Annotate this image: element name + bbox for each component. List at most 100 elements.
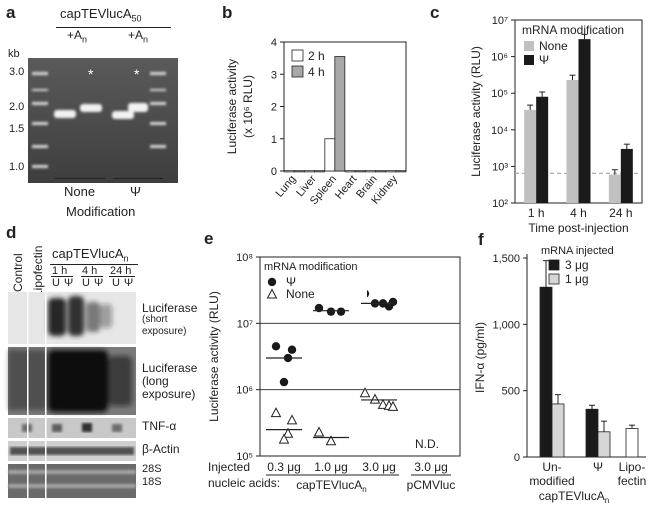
y-axis-label: Luciferase activity (RLU) xyxy=(207,291,221,422)
sample-bands xyxy=(54,103,148,119)
lane-psi-1: Ψ xyxy=(64,277,74,289)
construct-label: capTEVlucAn xyxy=(296,478,366,494)
group-psi-label: Ψ xyxy=(130,184,141,199)
bar-2h-lung xyxy=(283,170,295,173)
construct-sub: n xyxy=(362,485,366,494)
y-tick-label: 10³ xyxy=(492,161,508,173)
lane-pair-label-2: +An xyxy=(128,28,148,44)
bar-2h-spleen xyxy=(324,138,336,172)
y-tick-label: 0 xyxy=(271,166,277,178)
construct-sub: 50 xyxy=(131,13,142,24)
bar-1-1 xyxy=(597,431,611,458)
lane-U-1: U xyxy=(52,277,60,289)
time-underline-1 xyxy=(51,276,73,277)
lane-psi-3: Ψ xyxy=(124,277,134,289)
bar-0-1 xyxy=(566,79,579,203)
group-bracket-none xyxy=(55,178,105,179)
blot-image xyxy=(8,292,136,498)
legend-title: mRNA modification xyxy=(522,23,624,37)
legend-title: mRNA modification xyxy=(264,261,358,273)
x-tick-label2-0: modified xyxy=(529,474,574,488)
x-tick-label-0: Un- xyxy=(542,460,561,474)
construct-bracket xyxy=(56,27,171,28)
row-line-2: (long xyxy=(142,374,169,388)
bar-4h-lung xyxy=(293,170,305,173)
y-tick-label: 10⁴ xyxy=(491,125,508,137)
point-none xyxy=(325,435,337,446)
dose-label-0: 0.3 μg xyxy=(267,460,301,474)
legend-swatch-0 xyxy=(291,49,304,62)
star-marker-2: * xyxy=(134,66,140,82)
y-tick-label: 0 xyxy=(514,452,520,464)
kb-label: kb xyxy=(8,48,20,60)
y-tick-label: 3 xyxy=(271,69,277,81)
bar-2h-heart xyxy=(344,170,356,173)
panel-a-construct: capTEVlucA50 xyxy=(60,6,142,24)
x-tick-label-heart: Heart xyxy=(333,173,359,201)
row-line-1: 28S xyxy=(142,463,162,475)
legend-label-0: None xyxy=(539,39,568,53)
y-tick-label: 10⁵ xyxy=(491,88,508,100)
row-line-2: 18S xyxy=(142,476,162,488)
y-tick-label: 10⁸ xyxy=(236,252,253,264)
panel-c-label: c xyxy=(430,3,440,22)
legend-marker-none xyxy=(266,288,278,299)
legend-swatch-1 xyxy=(291,65,304,78)
time-24h: 24 h xyxy=(110,265,132,277)
lane-pair-label-1: +An xyxy=(67,28,87,44)
bar-1-0 xyxy=(536,96,549,203)
panel-e-label: e xyxy=(204,229,214,248)
row-line-1: Luciferase xyxy=(142,361,198,375)
injected-label-2: nucleic acids: xyxy=(208,476,280,490)
lane-pair-text: +A xyxy=(128,28,144,42)
panel-f-chart: 0 500 1,000 1,500 Un-modified Ψ Lipo-fectin cap… xyxy=(473,245,646,505)
y-tick-label: 2 xyxy=(271,102,277,114)
bar-1-2 xyxy=(620,148,633,203)
group-none-label: None xyxy=(64,184,96,199)
y-tick-label: 10² xyxy=(492,198,508,210)
blot-rrna-bands xyxy=(8,470,136,488)
point-none xyxy=(369,393,381,404)
lane-divider-1 xyxy=(27,292,29,498)
point-psi xyxy=(279,377,289,387)
y-tick-label: 4 xyxy=(271,37,277,49)
time-underline-3 xyxy=(109,276,135,277)
point-psi xyxy=(326,307,336,316)
bar-2h-brain xyxy=(365,170,376,173)
legend-label-psi: Ψ xyxy=(286,275,296,289)
legend-swatch-1 xyxy=(548,273,560,285)
point-none xyxy=(359,387,371,398)
bar-4h-spleen xyxy=(334,56,346,172)
y-tick-label: 1,500 xyxy=(492,253,520,265)
panel-b-label: b xyxy=(222,3,233,22)
point-psi xyxy=(388,297,398,307)
ladder-left xyxy=(32,72,48,168)
construct-label: capTEVlucAn xyxy=(539,489,609,505)
y-tick-label: 10⁵ xyxy=(236,451,253,463)
x-tick-label-1: 4 h xyxy=(570,206,587,220)
legend-title: mRNA injected xyxy=(541,245,614,257)
construct-name: capTEVlucA xyxy=(52,246,124,261)
col-lipofectin: Lipofectin xyxy=(31,245,45,297)
kb-tick-1.0: 1.0 xyxy=(9,161,25,173)
y-axis-label-2: (x 10⁶ RLU) xyxy=(241,75,255,138)
row-line-2: (short xyxy=(142,314,168,325)
y-tick-label: 500 xyxy=(502,386,520,398)
point-none xyxy=(387,400,399,411)
lane-pair-sub: n xyxy=(143,34,149,45)
legend-label-1: 1 μg xyxy=(565,272,589,286)
panel-a-label: a xyxy=(6,3,16,22)
legend-label-0: 2 h xyxy=(308,49,325,63)
y-tick-label: 10⁶ xyxy=(491,52,508,64)
x-tick-label-1: Ψ xyxy=(593,460,603,474)
gel-background xyxy=(28,58,178,183)
plasmid-label: pCMVluc xyxy=(407,478,456,492)
legend-swatch-0 xyxy=(548,259,560,271)
point-none xyxy=(377,398,389,409)
blot-short-bands xyxy=(48,296,112,336)
bar-1-1 xyxy=(578,39,591,203)
point-none xyxy=(278,433,290,444)
construct-sub: n xyxy=(605,496,609,505)
